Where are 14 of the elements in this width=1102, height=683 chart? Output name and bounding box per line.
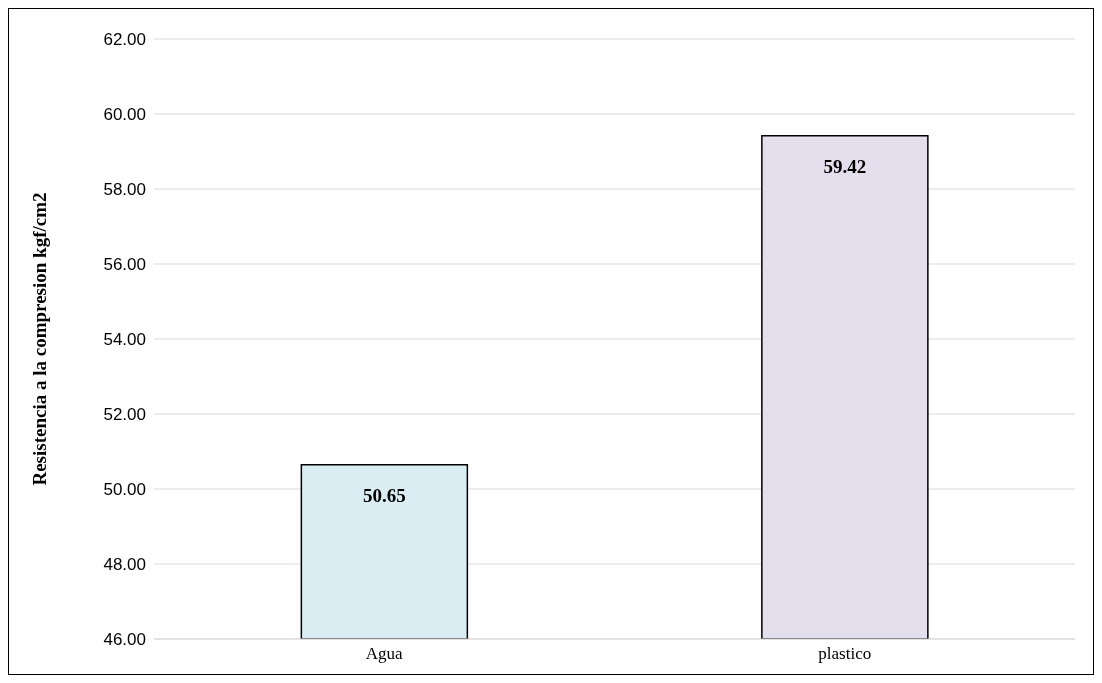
y-tick-label: 56.00: [103, 255, 146, 275]
y-tick-label: 54.00: [103, 330, 146, 350]
data-label: 59.42: [823, 156, 867, 178]
x-tick-label: plastico: [818, 644, 872, 664]
y-tick-label: 48.00: [103, 555, 146, 575]
y-axis-title: Resistencia a la compresion kgf/cm2: [28, 192, 50, 486]
y-tick-label: 60.00: [103, 105, 146, 125]
y-tick-label: 62.00: [103, 30, 146, 50]
data-label: 50.65: [362, 485, 406, 507]
y-tick-label: 52.00: [103, 405, 146, 425]
y-tick-label: 58.00: [103, 180, 146, 200]
y-tick-label: 46.00: [103, 630, 146, 650]
y-tick-label: 50.00: [103, 480, 146, 500]
x-tick-label: Agua: [365, 644, 404, 664]
